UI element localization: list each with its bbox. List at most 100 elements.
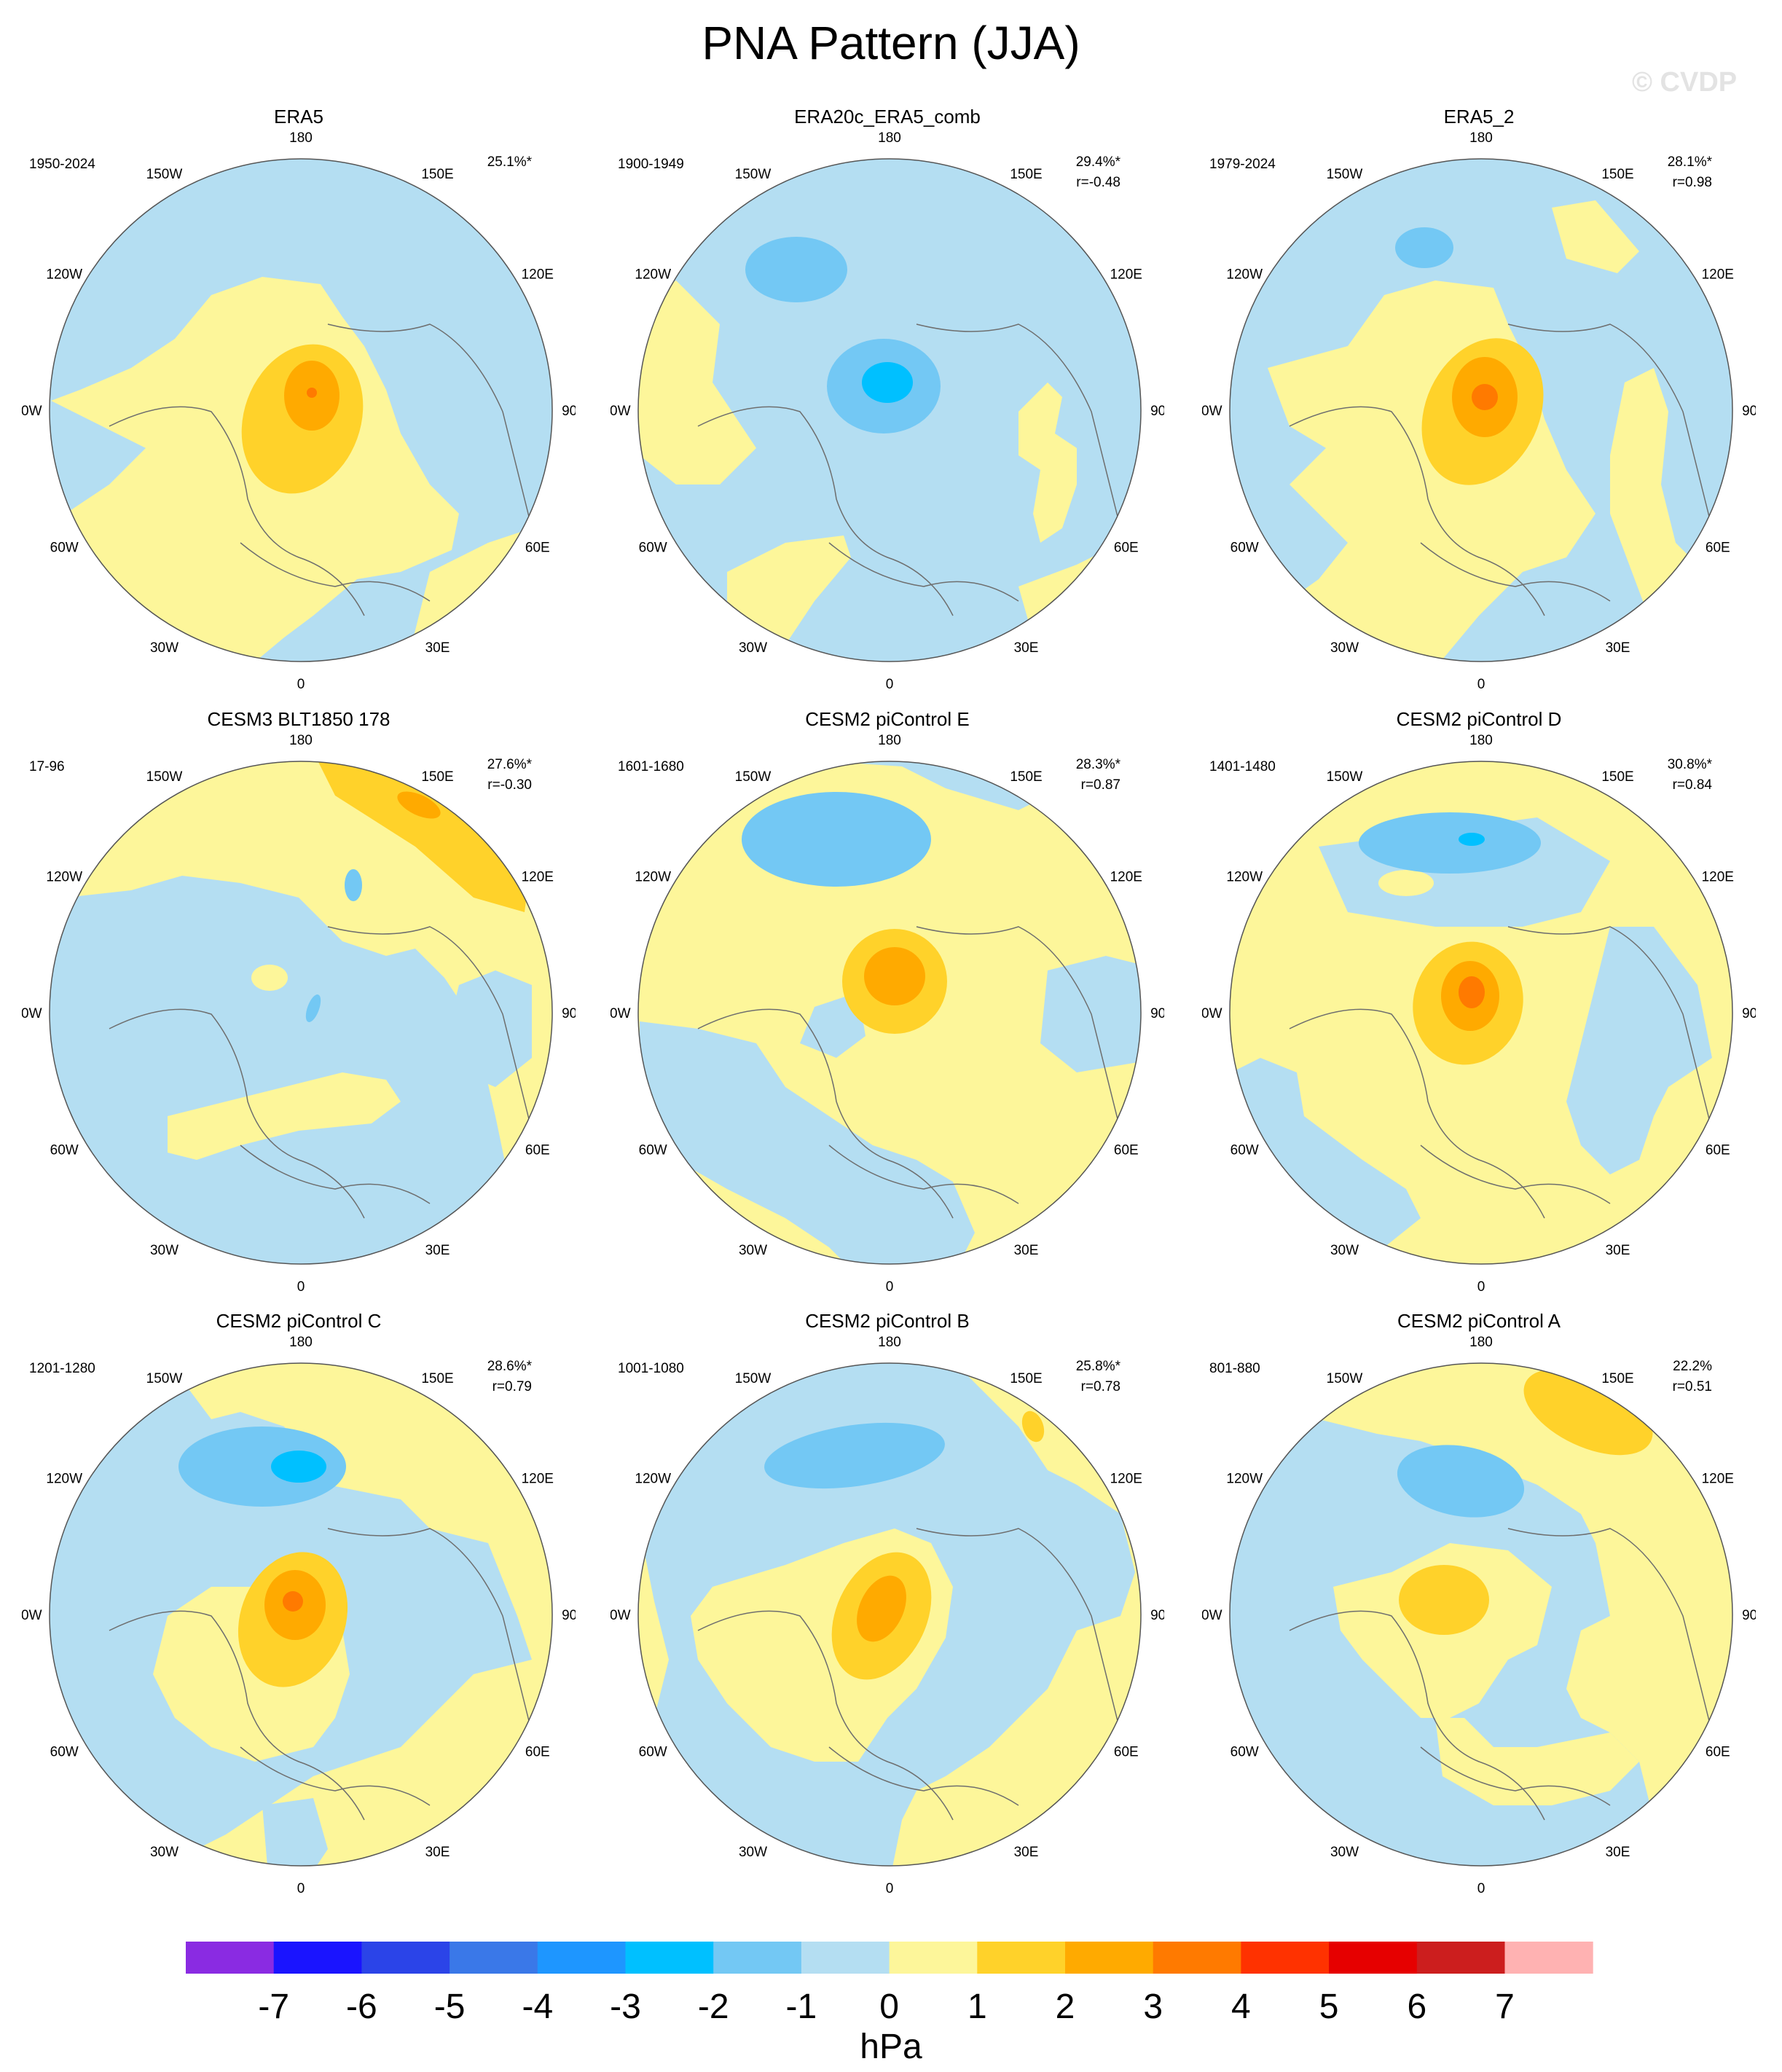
- longitude-label: 90E: [1742, 1006, 1756, 1021]
- longitude-label: 30W: [1330, 640, 1359, 656]
- longitude-label: 90W: [22, 404, 42, 419]
- longitude-label: 0: [886, 1881, 894, 1893]
- colorbar-ticks: -7 -6 -5 -4 -3 -2 -1 0 1 2 3 4 5 6 7: [258, 1987, 1514, 2026]
- longitude-label: 90W: [22, 1006, 42, 1021]
- longitude-label: 120E: [1110, 870, 1142, 885]
- longitude-label: 30E: [425, 1243, 450, 1258]
- variance-label: 22.2%: [1673, 1359, 1712, 1374]
- longitude-label: 150E: [1010, 1371, 1042, 1386]
- correlation-label: r=-0.30: [487, 777, 532, 793]
- longitude-label: 0: [1477, 1279, 1485, 1291]
- longitude-label: 60E: [525, 1745, 550, 1760]
- longitude-label: 180: [878, 1335, 901, 1350]
- longitude-label: 150W: [146, 769, 183, 785]
- longitude-label: 60W: [1230, 541, 1259, 556]
- longitude-label: 120E: [1110, 267, 1142, 283]
- colorbar-tick-label: -2: [698, 1987, 729, 2026]
- longitude-label: 120E: [522, 870, 554, 885]
- colorbar-box: [1241, 1942, 1330, 1974]
- colorbar-tick-label: 6: [1407, 1987, 1426, 2026]
- longitude-label: 30E: [1606, 640, 1630, 656]
- longitude-label: 90E: [1742, 1608, 1756, 1623]
- longitude-label: 180: [878, 130, 901, 146]
- period-label: 1201-1280: [29, 1361, 95, 1376]
- longitude-label: 0: [297, 1881, 305, 1893]
- polar-map: 180 150E 120E 90E 60E 30E 0 30W 60W 90W 120W 150W: [1202, 130, 1756, 688]
- variance-label: 28.3%*: [1075, 757, 1120, 772]
- map-panel: CESM2 piControl E 1601-1680 28.3%* r=0.8…: [611, 708, 1164, 1291]
- longitude-label: 120W: [1226, 870, 1263, 885]
- map-panel: CESM2 piControl D 1401-1480 30.8%* r=0.8…: [1202, 708, 1756, 1291]
- stats-block: 25.1%*: [487, 152, 532, 173]
- longitude-labels: 180 150E 120E 90E 60E 30E 0 30W 60W 90W 120W 150W: [22, 130, 576, 688]
- colorbar-box: [1416, 1942, 1505, 1974]
- colorbar-tick-label: 3: [1143, 1987, 1163, 2026]
- period-label: 17-96: [29, 759, 65, 774]
- longitude-label: 60E: [1114, 1143, 1139, 1158]
- colorbar-tick-label: 4: [1231, 1987, 1251, 2026]
- longitude-label: 60E: [1706, 541, 1730, 556]
- polar-map: 180 150E 120E 90E 60E 30E 0 30W 60W 90W 120W 150W: [1202, 733, 1756, 1291]
- longitude-label: 60W: [50, 541, 79, 556]
- longitude-label: 90W: [611, 1006, 631, 1021]
- longitude-label: 90E: [1742, 404, 1756, 419]
- stats-block: 28.1%* r=0.98: [1668, 152, 1712, 193]
- longitude-label: 150E: [1601, 167, 1633, 182]
- longitude-label: 150W: [1327, 769, 1363, 785]
- stats-block: 22.2% r=0.51: [1673, 1357, 1712, 1397]
- longitude-label: 120W: [635, 1472, 671, 1487]
- panel-title: CESM2 piControl D: [1396, 708, 1562, 730]
- polar-map: 180 150E 120E 90E 60E 30E 0 30W 60W 90W 120W 150W: [611, 1335, 1164, 1893]
- longitude-label: 60W: [639, 541, 667, 556]
- stats-block: 29.4%* r=-0.48: [1076, 152, 1120, 193]
- longitude-label: 30W: [150, 1845, 178, 1860]
- longitude-label: 30W: [739, 640, 767, 656]
- correlation-label: r=-0.48: [1076, 175, 1120, 190]
- longitude-label: 150E: [1010, 167, 1042, 182]
- longitude-label: 120E: [522, 267, 554, 283]
- variance-label: 28.6%*: [487, 1359, 532, 1374]
- longitude-label: 0: [297, 1279, 305, 1291]
- longitude-label: 120E: [522, 1472, 554, 1487]
- panel-title: CESM3 BLT1850 178: [207, 708, 390, 730]
- longitude-label: 60W: [1230, 1143, 1259, 1158]
- longitude-label: 30W: [739, 1845, 767, 1860]
- stats-block: 28.6%* r=0.79: [487, 1357, 532, 1397]
- colorbar-unit: hPa: [860, 2028, 922, 2066]
- longitude-label: 180: [289, 1335, 313, 1350]
- correlation-label: r=0.98: [1672, 175, 1712, 190]
- stats-block: 27.6%* r=-0.30: [487, 755, 532, 796]
- colorbar-box: [713, 1942, 802, 1974]
- period-label: 1900-1949: [618, 157, 684, 172]
- variance-label: 29.4%*: [1075, 154, 1120, 170]
- longitude-label: 90E: [1150, 1608, 1164, 1623]
- colorbar-box: [1504, 1942, 1593, 1974]
- longitude-label: 30E: [425, 1845, 450, 1860]
- longitude-label: 120W: [46, 1472, 82, 1487]
- variance-label: 25.1%*: [487, 154, 532, 170]
- polar-map: 180 150E 120E 90E 60E 30E 0 30W 60W 90W 120W 150W: [611, 733, 1164, 1291]
- longitude-label: 90W: [611, 1608, 631, 1623]
- colorbar-tick-label: -4: [522, 1987, 553, 2026]
- longitude-label: 30E: [1014, 1243, 1039, 1258]
- longitude-label: 60E: [525, 1143, 550, 1158]
- longitude-label: 120W: [46, 870, 82, 885]
- panel-title: ERA5_2: [1443, 106, 1515, 127]
- longitude-label: 150W: [735, 769, 772, 785]
- period-label: 1979-2024: [1209, 157, 1276, 172]
- panel-title: CESM2 piControl B: [805, 1310, 970, 1332]
- colorbar-tick-label: 0: [879, 1987, 899, 2026]
- longitude-label: 30E: [1606, 1845, 1630, 1860]
- longitude-label: 0: [1477, 1881, 1485, 1893]
- colorbar-box: [537, 1942, 626, 1974]
- colorbar-box: [889, 1942, 978, 1974]
- longitude-label: 90W: [22, 1608, 42, 1623]
- polar-map: 180 150E 120E 90E 60E 30E 0 30W 60W 90W 120W 150W: [22, 1335, 576, 1893]
- longitude-label: 60W: [639, 1143, 667, 1158]
- correlation-label: r=0.84: [1672, 777, 1712, 793]
- longitude-label: 30W: [150, 640, 178, 656]
- longitude-label: 60E: [1706, 1745, 1730, 1760]
- stats-block: 28.3%* r=0.87: [1076, 755, 1120, 796]
- colorbar-boxes: [186, 1942, 1593, 1974]
- map-panel: ERA5 1950-2024 25.1%* 180 150E: [22, 106, 576, 688]
